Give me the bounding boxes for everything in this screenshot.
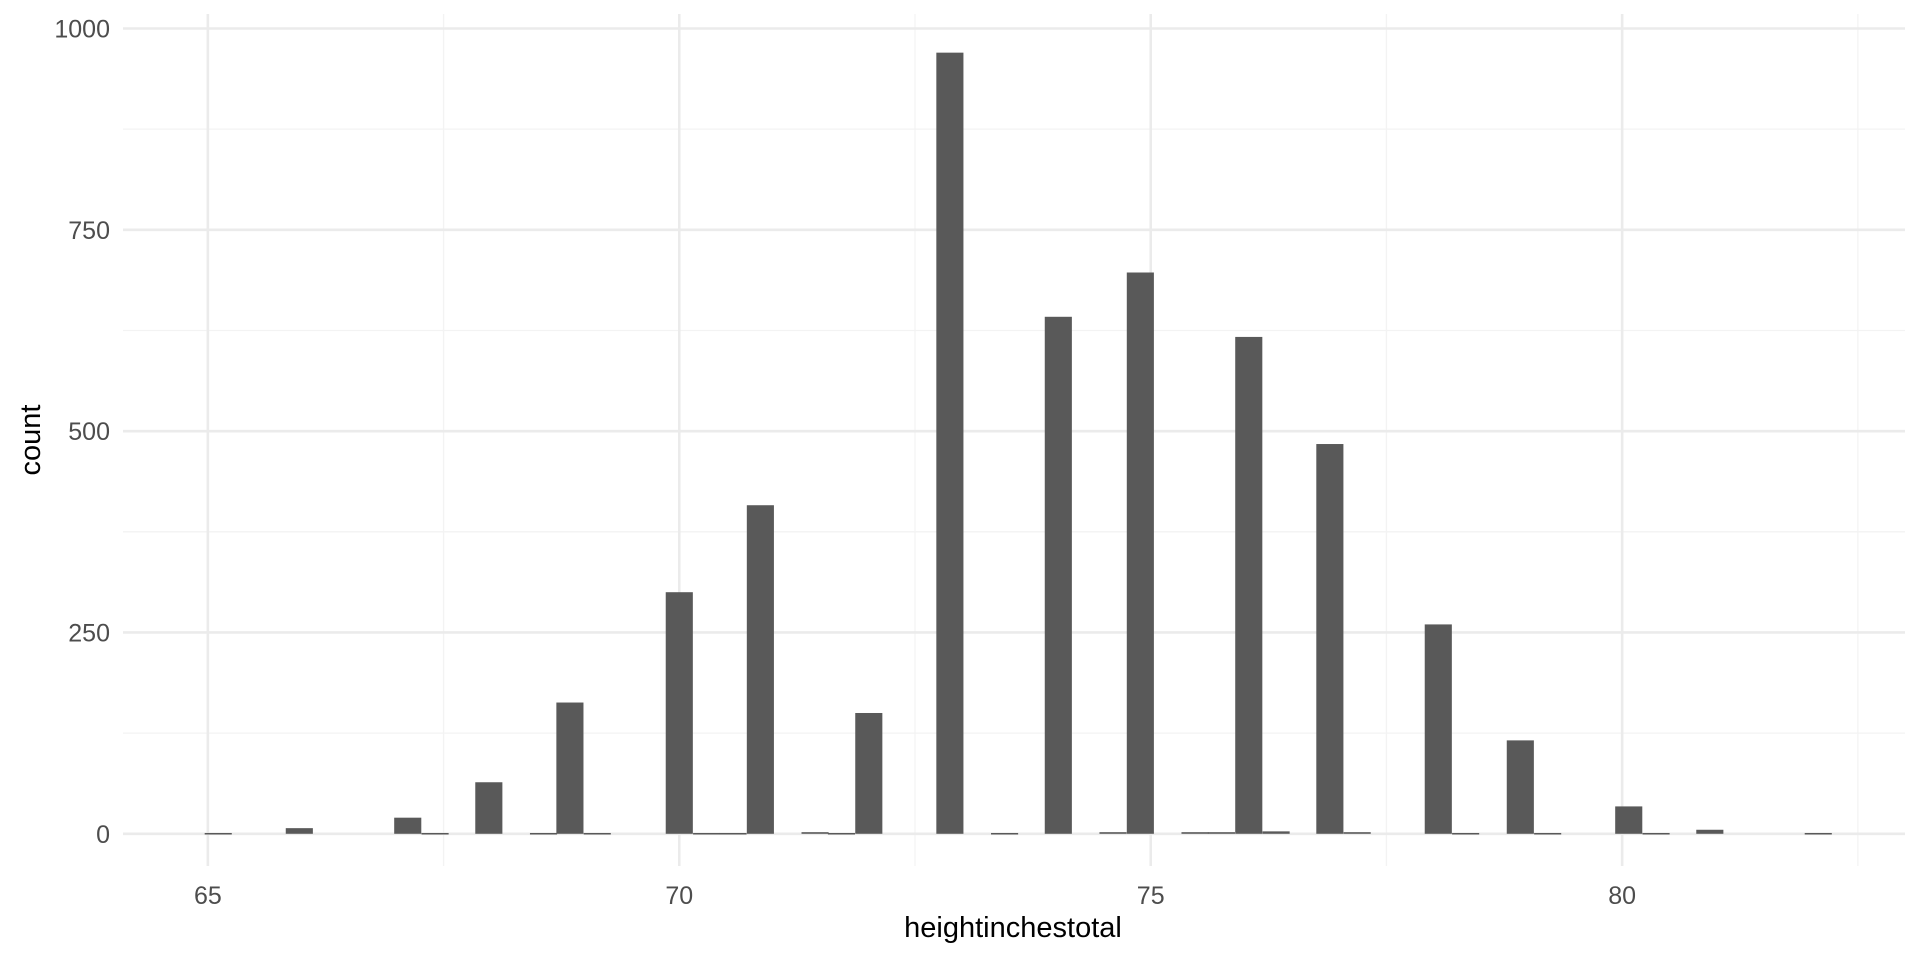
histogram-bar xyxy=(1534,832,1562,835)
histogram-bar xyxy=(855,712,883,834)
grid-layer xyxy=(123,14,1905,866)
histogram-bar xyxy=(475,782,503,834)
x-tick-label: 70 xyxy=(665,882,693,910)
histogram-bar xyxy=(1615,806,1643,834)
y-axis-ticks: 0 250 500 750 1000 xyxy=(54,15,110,848)
x-tick-label: 80 xyxy=(1608,882,1636,910)
histogram-bar xyxy=(1181,832,1209,834)
y-tick-label: 0 xyxy=(96,821,110,849)
histogram-bar xyxy=(1452,832,1480,835)
x-tick-label: 75 xyxy=(1137,882,1165,910)
histogram-bar xyxy=(583,832,611,835)
y-tick-label: 1000 xyxy=(54,15,110,43)
y-tick-label: 500 xyxy=(68,418,110,446)
histogram-bar xyxy=(529,832,558,835)
histogram-bar xyxy=(1262,831,1290,834)
histogram-bar xyxy=(1235,336,1263,834)
histogram-bar xyxy=(665,592,693,834)
histogram-bar xyxy=(1804,832,1832,835)
histogram-bar xyxy=(204,832,232,835)
histogram-bar xyxy=(1343,832,1371,834)
x-tick-label: 65 xyxy=(194,882,222,910)
histogram-bar xyxy=(1207,832,1235,834)
histogram-bar xyxy=(746,505,774,834)
histogram-bar xyxy=(936,52,964,834)
histogram-bar xyxy=(1696,829,1724,834)
histogram-bar xyxy=(801,832,829,834)
histogram-bar xyxy=(693,832,721,835)
histogram-bar xyxy=(394,817,422,834)
histogram-bar xyxy=(1126,272,1154,834)
histogram-bar xyxy=(1424,624,1452,834)
y-tick-label: 750 xyxy=(68,217,110,245)
histogram-bar xyxy=(1506,740,1534,834)
bars-layer xyxy=(204,52,1832,835)
histogram-bar xyxy=(556,702,584,834)
y-tick-label: 250 xyxy=(68,619,110,647)
histogram-bar xyxy=(719,832,747,835)
histogram-bar xyxy=(1642,832,1670,835)
histogram-bar xyxy=(421,832,449,835)
x-axis-title: heightinchestotal xyxy=(904,912,1122,944)
x-axis-ticks: 65 70 75 80 xyxy=(194,882,1636,910)
histogram-bar xyxy=(285,828,313,834)
histogram-bar xyxy=(1099,832,1127,834)
histogram-bar xyxy=(1316,444,1344,834)
histogram-bar xyxy=(991,832,1019,835)
histogram-bar xyxy=(827,832,856,835)
y-axis-title: count xyxy=(15,405,47,476)
histogram-bar xyxy=(1044,316,1072,834)
